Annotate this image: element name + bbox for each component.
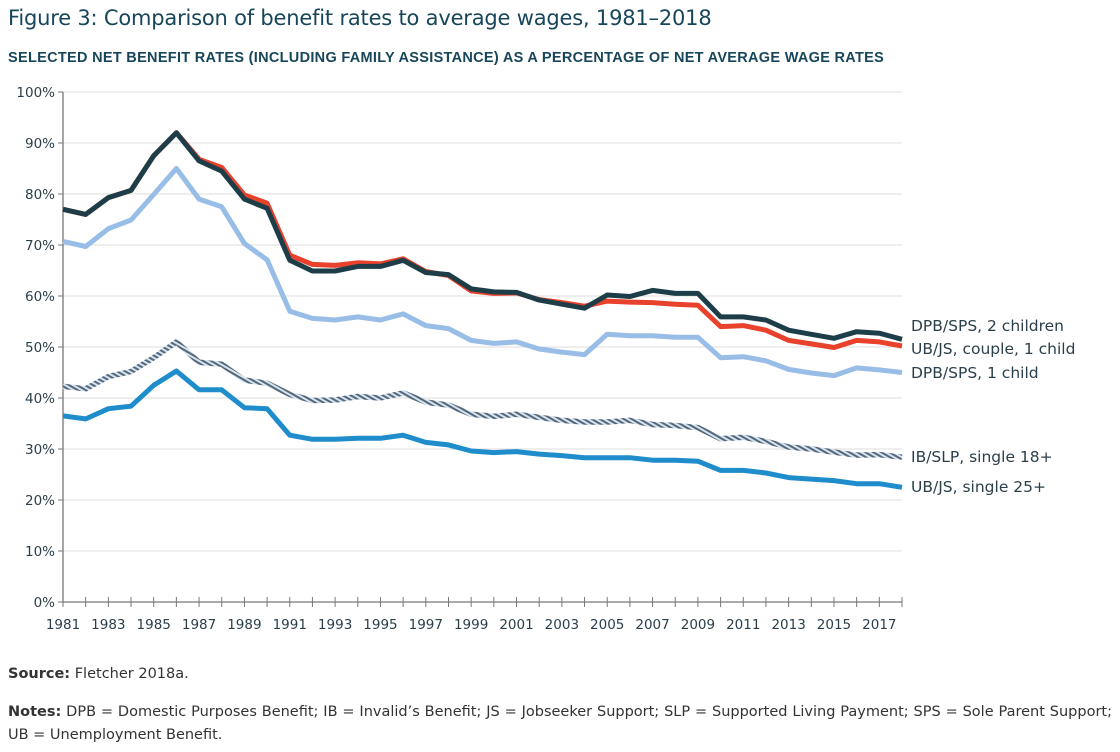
legend: UB/JS, couple, 1 child DPB/SPS, 2 childre…: [911, 317, 1075, 496]
y-tick-label: 70%: [25, 238, 55, 254]
chart-title: Figure 3: Comparison of benefit rates to…: [8, 6, 712, 30]
y-tick-label: 10%: [25, 544, 55, 560]
axes: 0% 10% 20% 30% 40% 50% 60% 70% 80% 90% 100% 1981 198…: [16, 85, 903, 633]
x-tick-label: 1985: [137, 617, 171, 633]
chart-subtitle: SELECTED NET BENEFIT RATES (INCLUDING FA…: [8, 50, 885, 66]
legend-label-dpb-sps-2-children: DPB/SPS, 2 children: [911, 317, 1064, 335]
source-label: Source:: [8, 666, 71, 682]
notes-label: Notes:: [8, 704, 62, 720]
legend-label-ub-js-couple-1-child: UB/JS, couple, 1 child: [911, 340, 1075, 358]
x-tick-label: 2001: [499, 617, 533, 633]
x-tick-label: 1989: [227, 617, 261, 633]
series-line-ub-js-couple-1-child: [62, 130, 903, 350]
x-tick-label: 2017: [862, 617, 896, 633]
series-group: [62, 130, 903, 490]
x-tick-label: 1997: [409, 617, 443, 633]
x-tick-label: 2007: [635, 617, 669, 633]
gridlines: [63, 91, 902, 552]
legend-label-ub-js-single-25: UB/JS, single 25+: [911, 478, 1046, 496]
y-tick-label: 80%: [25, 187, 55, 203]
y-tick-label: 40%: [25, 391, 55, 407]
y-tick-label: 60%: [25, 289, 55, 305]
series-line-ub-js-single-25: [62, 368, 903, 490]
y-tick-label: 100%: [16, 85, 55, 101]
x-tick-label: 1981: [46, 617, 80, 633]
series-line-dpb-sps-1-child: [62, 166, 903, 379]
notes: Notes: DPB = Domestic Purposes Benefit; …: [8, 701, 1112, 747]
legend-label-ib-slp-single-18: IB/SLP, single 18+: [911, 448, 1053, 466]
x-tick-label: 2013: [771, 617, 805, 633]
x-tick-label: 2003: [545, 617, 579, 633]
line-chart: 0% 10% 20% 30% 40% 50% 60% 70% 80% 90% 100% 1981 198…: [16, 85, 1075, 633]
x-tick-label: 2011: [726, 617, 760, 633]
source-note: Source: Fletcher 2018a.: [8, 666, 189, 682]
x-tick-label: 1993: [318, 617, 352, 633]
y-tick-label: 50%: [25, 340, 55, 356]
series-line-dpb-sps-2-children: [62, 130, 903, 342]
x-tick-label: 1995: [363, 617, 397, 633]
x-tick-label: 1983: [91, 617, 125, 633]
x-tick-label: 1991: [273, 617, 307, 633]
notes-text: DPB = Domestic Purposes Benefit; IB = In…: [8, 704, 1112, 743]
x-tick-label: 2005: [590, 617, 624, 633]
y-tick-label: 20%: [25, 493, 55, 509]
y-tick-label: 30%: [25, 442, 55, 458]
x-tick-label: 2009: [681, 617, 715, 633]
y-tick-label: 0%: [34, 595, 56, 611]
x-tick-label: 2015: [817, 617, 851, 633]
x-tick-label: 1999: [454, 617, 488, 633]
source-text: Fletcher 2018a.: [70, 666, 189, 682]
legend-label-dpb-sps-1-child: DPB/SPS, 1 child: [911, 364, 1039, 382]
x-tick-label: 1987: [182, 617, 216, 633]
series-line-ib-slp-single-18: [62, 339, 903, 460]
y-tick-label: 90%: [25, 136, 55, 152]
